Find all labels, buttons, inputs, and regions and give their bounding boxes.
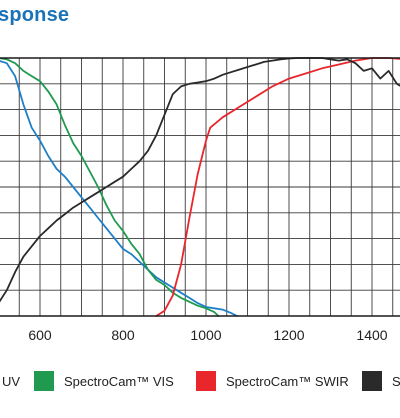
legend: UV SpectroCam™ VIS SpectroCam™ SWIR S — [2, 371, 400, 391]
x-tick-label: 1000 — [190, 327, 221, 343]
grid-lines — [0, 58, 400, 316]
legend-label: SpectroCam™ SWIR — [226, 374, 349, 389]
x-tick-label: 1200 — [273, 327, 304, 343]
x-tick-labels: 600 800 1000 1200 1400 — [28, 327, 387, 343]
series-line-1 — [0, 57, 220, 317]
legend-label: SpectroCam™ VIS — [64, 374, 174, 389]
x-tick-label: 800 — [111, 327, 135, 343]
legend-swatch — [34, 371, 54, 391]
x-tick-label: 1400 — [356, 327, 387, 343]
legend-label: S — [392, 374, 400, 389]
plot-frame — [0, 57, 400, 317]
legend-swatch — [362, 371, 382, 391]
series-line-3 — [0, 57, 400, 303]
series-lines — [0, 57, 400, 317]
legend-swatch — [196, 371, 216, 391]
chart-title: sponse — [0, 4, 70, 26]
legend-label: UV — [2, 374, 20, 389]
x-tick-label: 600 — [28, 327, 52, 343]
series-line-0 — [0, 60, 239, 317]
series-line-2 — [155, 57, 400, 317]
